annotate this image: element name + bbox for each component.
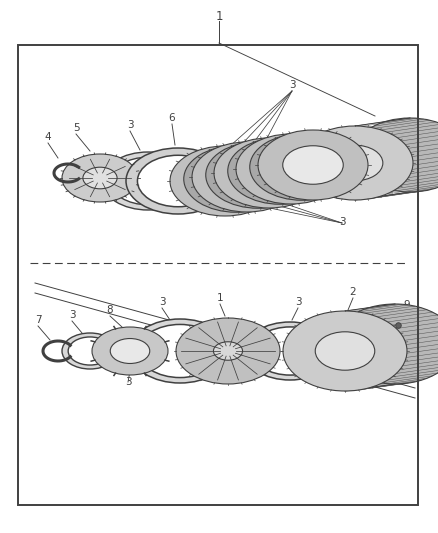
Ellipse shape [138, 155, 219, 207]
Text: 1: 1 [215, 11, 223, 23]
Text: 3: 3 [339, 217, 345, 227]
Ellipse shape [239, 154, 299, 192]
Ellipse shape [102, 152, 194, 210]
Ellipse shape [297, 126, 413, 200]
Text: 3: 3 [69, 310, 75, 320]
Ellipse shape [228, 138, 332, 204]
Bar [18, 45, 418, 505]
Text: 1: 1 [217, 293, 223, 303]
Text: 3: 3 [295, 297, 301, 307]
Text: 7: 7 [35, 315, 41, 325]
Ellipse shape [352, 118, 438, 192]
Ellipse shape [83, 167, 117, 189]
Ellipse shape [206, 160, 266, 198]
Ellipse shape [206, 142, 310, 208]
Ellipse shape [110, 338, 150, 364]
Text: 6: 6 [169, 113, 175, 123]
Ellipse shape [283, 146, 343, 184]
Ellipse shape [62, 154, 138, 202]
Text: 8: 8 [107, 305, 113, 315]
Ellipse shape [62, 333, 118, 369]
Ellipse shape [258, 130, 368, 200]
Ellipse shape [130, 319, 230, 383]
Ellipse shape [252, 327, 328, 375]
Ellipse shape [244, 322, 336, 380]
Ellipse shape [283, 311, 407, 391]
Ellipse shape [126, 148, 230, 214]
Text: 3: 3 [127, 120, 133, 130]
Ellipse shape [261, 150, 321, 188]
Text: 5: 5 [73, 123, 79, 133]
Ellipse shape [195, 161, 255, 200]
Text: 3: 3 [289, 80, 295, 90]
Ellipse shape [250, 152, 310, 190]
Text: 9: 9 [404, 300, 410, 310]
Ellipse shape [110, 157, 186, 205]
Text: 4: 4 [45, 132, 51, 142]
Ellipse shape [184, 146, 288, 212]
Ellipse shape [250, 134, 354, 200]
Ellipse shape [272, 148, 332, 186]
Ellipse shape [192, 142, 302, 212]
Ellipse shape [228, 156, 288, 194]
Ellipse shape [333, 304, 438, 384]
Ellipse shape [236, 134, 346, 204]
Ellipse shape [92, 327, 168, 375]
Text: 2: 2 [350, 287, 356, 297]
Text: 3: 3 [125, 377, 131, 387]
Ellipse shape [315, 332, 375, 370]
Text: 3: 3 [159, 297, 165, 307]
Ellipse shape [138, 325, 222, 377]
Ellipse shape [327, 145, 383, 181]
Ellipse shape [170, 146, 280, 216]
Ellipse shape [217, 158, 277, 196]
Ellipse shape [68, 337, 112, 365]
Ellipse shape [213, 342, 243, 360]
Ellipse shape [214, 138, 324, 208]
Ellipse shape [176, 318, 280, 384]
